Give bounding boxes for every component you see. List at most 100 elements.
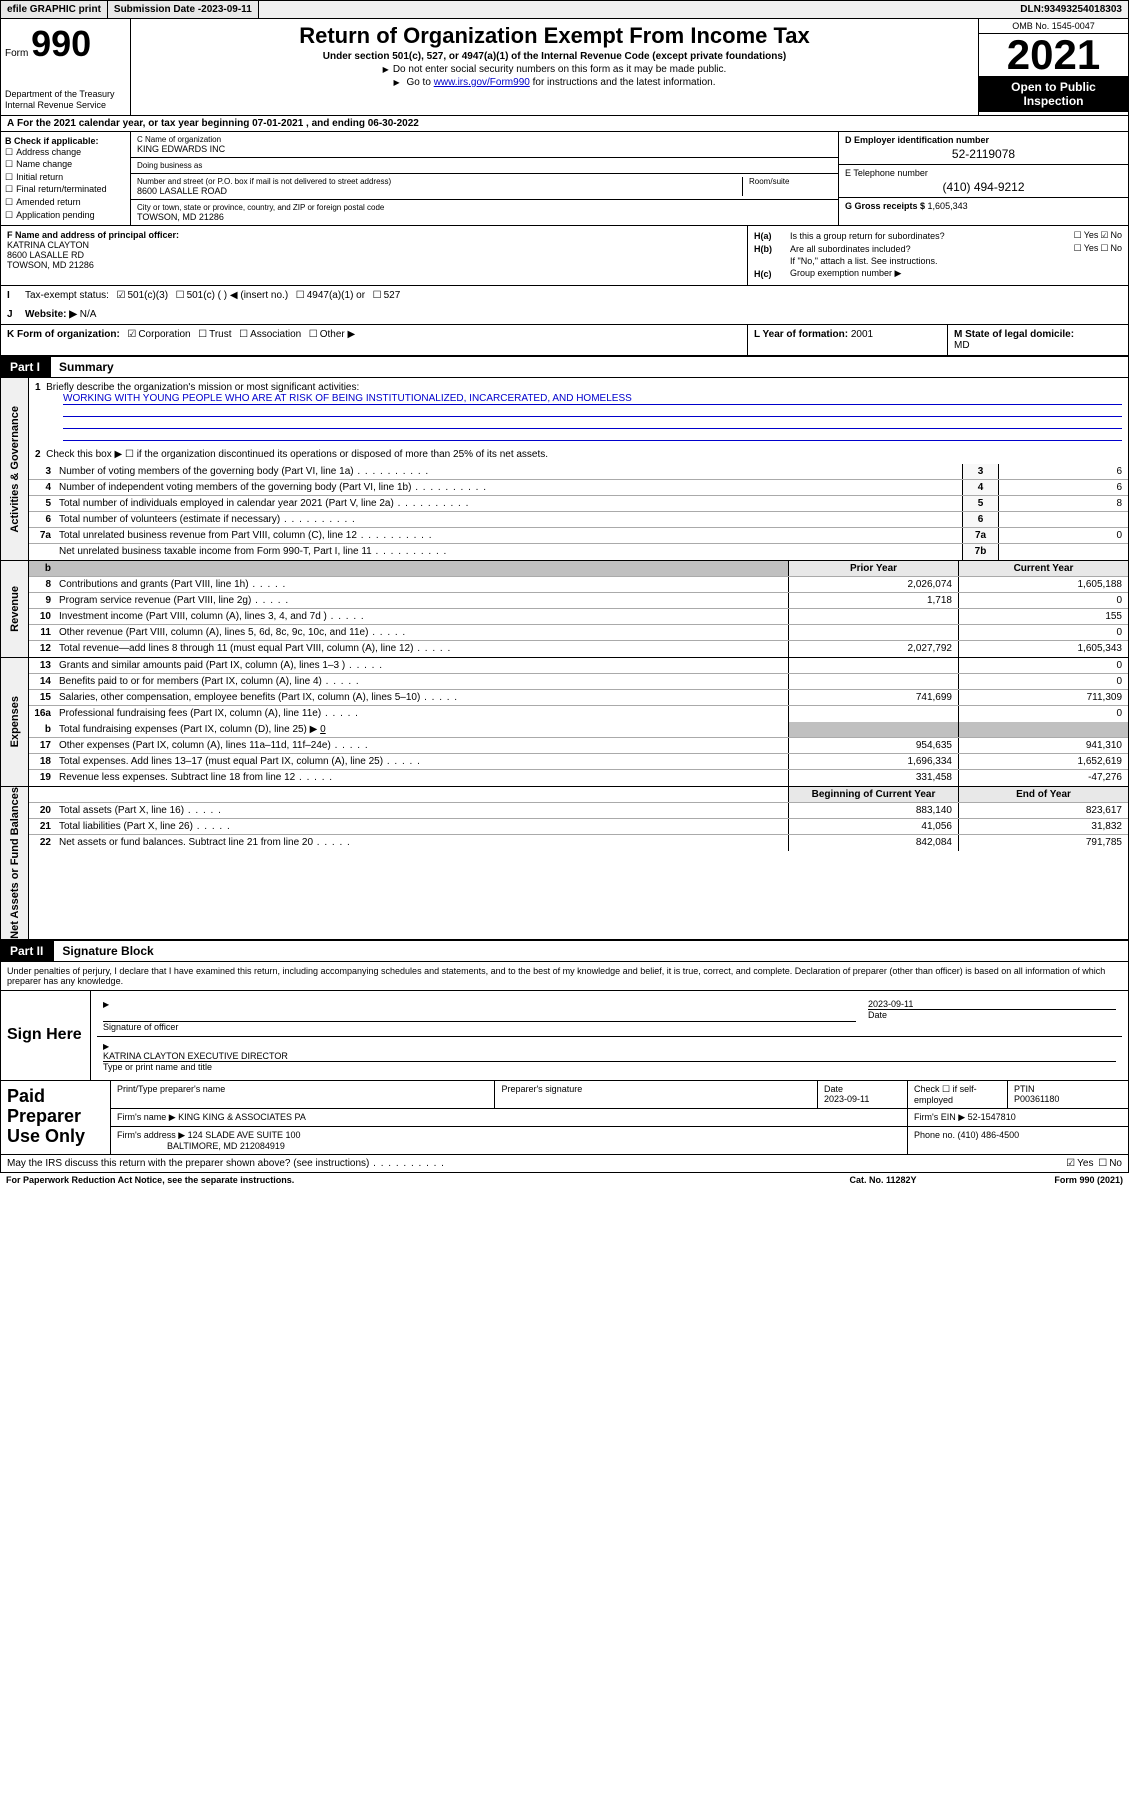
rev-curr-2: 155	[958, 609, 1128, 624]
g-cell: G Gross receipts $ 1,605,343	[839, 198, 1128, 214]
l16b-grey1	[788, 722, 958, 737]
firm-addr1: 124 SLADE AVE SUITE 100	[188, 1130, 301, 1140]
paid-label: Paid Preparer Use Only	[1, 1081, 111, 1154]
j-lbl: Website: ▶	[25, 309, 77, 320]
rev-curr-0: 1,605,188	[958, 577, 1128, 592]
ha-lbl: H(a)	[754, 231, 790, 241]
prep-self[interactable]: Check ☐ if self-employed	[908, 1081, 1008, 1108]
dln-cell: DLN: 93493254018303	[259, 1, 1128, 18]
i-501c[interactable]: 501(c) ( ) ◀ (insert no.)	[174, 290, 289, 301]
dln-label: DLN:	[1020, 4, 1044, 15]
hb-no[interactable]: No	[1098, 243, 1122, 254]
gross-receipts: 1,605,343	[928, 201, 968, 211]
rev-hdr: b Prior Year Current Year	[29, 561, 1128, 577]
i-527[interactable]: 527	[371, 290, 401, 301]
exp2-line-2: 19 Revenue less expenses. Subtract line …	[29, 770, 1128, 786]
sidebar-net-label: Net Assets or Fund Balances	[9, 787, 21, 939]
chk-final[interactable]: Final return/terminated	[5, 183, 126, 196]
mayirs-no[interactable]: No	[1096, 1158, 1122, 1169]
chk-initial[interactable]: Initial return	[5, 171, 126, 184]
part2-tag: Part II	[0, 941, 53, 961]
prep-date: 2023-09-11	[824, 1094, 869, 1104]
state-domicile: MD	[954, 340, 970, 351]
gov-line-2: 5 Total number of individuals employed i…	[29, 496, 1128, 512]
net-hdr: Beginning of Current Year End of Year	[29, 787, 1128, 803]
k-trust[interactable]: Trust	[196, 329, 231, 340]
hdr-end: End of Year	[958, 787, 1128, 802]
gov-box-1: 4	[962, 480, 998, 495]
firm-phone: (410) 486-4500	[958, 1130, 1020, 1140]
net-line-0: 20 Total assets (Part X, line 16) 883,14…	[29, 803, 1128, 819]
gov-desc-1: Number of independent voting members of …	[55, 480, 962, 495]
exp-curr-2: 711,309	[958, 690, 1128, 705]
row-klm: K Form of organization: Corporation Trus…	[0, 325, 1129, 356]
year-range-mid: , and ending	[306, 118, 368, 129]
chk-pending[interactable]: Application pending	[5, 209, 126, 222]
section-a: A For the 2021 calendar year, or tax yea…	[0, 116, 1129, 132]
gov-box-2: 5	[962, 496, 998, 511]
k-corp[interactable]: Corporation	[125, 329, 190, 340]
rev-line-1: 9 Program service revenue (Part VIII, li…	[29, 593, 1128, 609]
exp2-prior-0: 954,635	[788, 738, 958, 753]
ha-yes[interactable]: Yes	[1072, 230, 1099, 241]
block-bcdeg: B Check if applicable: Address change Na…	[0, 132, 1129, 227]
rev-num-3: 11	[29, 625, 55, 640]
c-name-lbl: C Name of organization	[137, 135, 832, 144]
l16b-text: Total fundraising expenses (Part IX, col…	[59, 724, 317, 735]
k-assoc[interactable]: Association	[237, 329, 301, 340]
block-fh: F Name and address of principal officer:…	[0, 226, 1129, 286]
sidebar-rev: Revenue	[1, 561, 29, 657]
ha-no[interactable]: No	[1098, 230, 1122, 241]
gov-val-0: 6	[998, 464, 1128, 479]
net-line-1: 21 Total liabilities (Part X, line 26) 4…	[29, 819, 1128, 835]
chk-address[interactable]: Address change	[5, 146, 126, 159]
form-number: 990	[31, 23, 91, 64]
part2-title: Signature Block	[53, 940, 1129, 962]
firm-phone-lbl: Phone no.	[914, 1130, 958, 1140]
g-lbl: G Gross receipts $	[845, 201, 928, 211]
prep-date-lbl: Date	[824, 1084, 843, 1094]
efile-btn[interactable]: efile GRAPHIC print	[1, 1, 108, 18]
gov-val-3	[998, 512, 1128, 527]
ein: 52-2119078	[845, 147, 1122, 161]
mission-blank1	[63, 405, 1122, 417]
exp-desc-3: Professional fundraising fees (Part IX, …	[55, 706, 788, 722]
rev-prior-3	[788, 625, 958, 640]
i-501c3[interactable]: 501(c)(3)	[114, 290, 168, 301]
firm-name: KING KING & ASSOCIATES PA	[178, 1112, 306, 1122]
hb-text: Are all subordinates included?	[790, 244, 1072, 254]
k-other[interactable]: Other ▶	[307, 329, 355, 340]
chk-name[interactable]: Name change	[5, 158, 126, 171]
gov-val-4: 0	[998, 528, 1128, 543]
part1-title: Summary	[50, 356, 1129, 378]
i-4947[interactable]: 4947(a)(1) or	[294, 290, 365, 301]
rev-desc-1: Program service revenue (Part VIII, line…	[55, 593, 788, 608]
chk-amended[interactable]: Amended return	[5, 196, 126, 209]
exp2-num-1: 18	[29, 754, 55, 769]
mission-blank3	[63, 429, 1122, 441]
gov-val-5	[998, 544, 1128, 560]
firm-addr2: BALTIMORE, MD 212084919	[167, 1141, 285, 1151]
k-lbl: K Form of organization:	[7, 329, 120, 340]
row-i: I Tax-exempt status: 501(c)(3) 501(c) ( …	[0, 286, 1129, 305]
open-inspection: Open to Public Inspection	[979, 76, 1128, 112]
sig-date-value: 2023-09-11	[868, 999, 1116, 1009]
c-name-row: C Name of organization KING EDWARDS INC	[131, 132, 838, 158]
irs-link[interactable]: www.irs.gov/Form990	[434, 77, 530, 88]
header-right: OMB No. 1545-0047 2021 Open to Public In…	[978, 19, 1128, 115]
m-cell: M State of legal domicile: MD	[948, 325, 1128, 355]
exp-prior-3	[788, 706, 958, 722]
gov-line-5: Net unrelated business taxable income fr…	[29, 544, 1128, 560]
ha-text: Is this a group return for subordinates?	[790, 231, 1072, 241]
gov-box-0: 3	[962, 464, 998, 479]
hb-yes[interactable]: Yes	[1072, 243, 1099, 254]
mayirs-yes[interactable]: Yes	[1064, 1158, 1093, 1169]
rev-num-4: 12	[29, 641, 55, 657]
col-c: C Name of organization KING EDWARDS INC …	[131, 132, 838, 226]
prep-name-lbl: Print/Type preparer's name	[111, 1081, 495, 1108]
note-goto: Go to www.irs.gov/Form990 for instructio…	[139, 77, 970, 88]
exp-prior-2: 741,699	[788, 690, 958, 705]
i-lbl: Tax-exempt status:	[25, 290, 109, 301]
rev-line-3: 11 Other revenue (Part VIII, column (A),…	[29, 625, 1128, 641]
e-lbl: E Telephone number	[845, 168, 1122, 178]
